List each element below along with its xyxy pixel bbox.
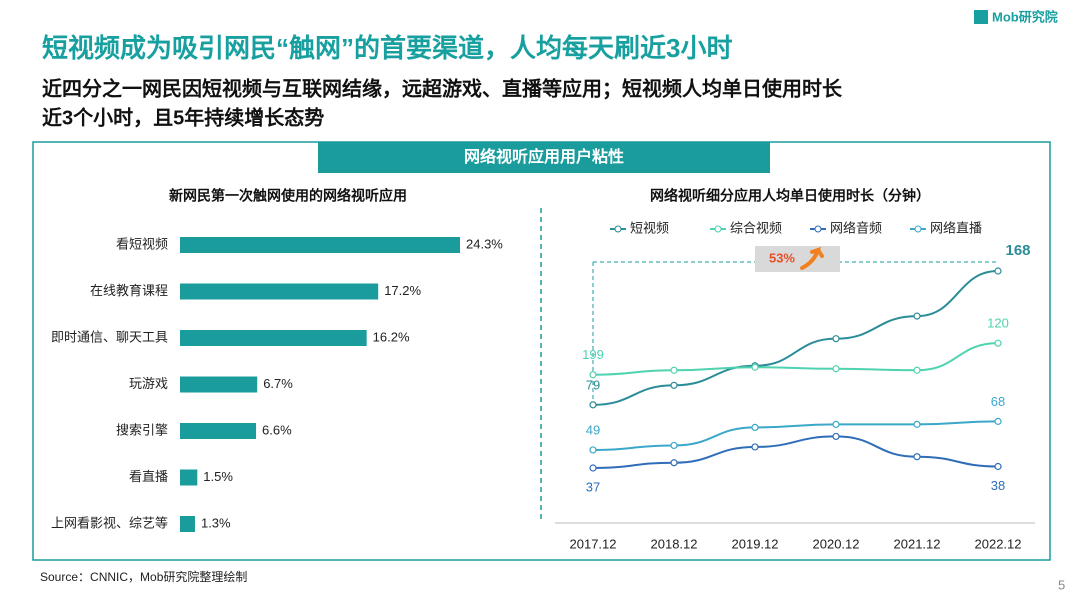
category-label: 看短视频	[116, 236, 168, 251]
value-label: 1.5%	[203, 469, 233, 484]
x-tick-label: 2021.12	[894, 536, 941, 551]
line	[592, 270, 999, 406]
point	[751, 443, 759, 451]
line	[592, 420, 999, 451]
point	[994, 267, 1002, 275]
point	[751, 423, 759, 431]
line	[592, 435, 999, 469]
x-tick-label: 2018.12	[651, 536, 698, 551]
category-label: 玩游戏	[129, 376, 168, 391]
point	[751, 363, 759, 371]
point	[589, 446, 597, 454]
category-label: 在线教育课程	[90, 283, 168, 298]
point	[670, 381, 678, 389]
bar	[180, 330, 367, 346]
panel-header	[318, 142, 770, 173]
value-label: 168	[1005, 242, 1030, 259]
point	[589, 464, 597, 472]
title: 短视频成为吸引网民“触网”的首要渠道，人均每天刷近3小时	[42, 33, 732, 63]
x-tick-label: 2022.12	[975, 536, 1022, 551]
subtitle: 近3个小时，且5年持续增长态势	[42, 105, 324, 129]
point	[589, 401, 597, 409]
annotation: 53%	[769, 250, 795, 265]
value-label: 79	[586, 377, 600, 392]
category-label: 上网看影视、综艺等	[51, 515, 168, 530]
legend-label: 综合视频	[730, 220, 782, 235]
value-label: 16.2%	[373, 329, 410, 344]
legend-marker	[914, 225, 922, 233]
point	[832, 335, 840, 343]
category-label: 搜索引擎	[116, 422, 168, 437]
value-label: 199	[582, 347, 604, 362]
point	[832, 432, 840, 441]
category-label: 看直播	[129, 469, 168, 484]
point	[832, 365, 840, 373]
value-label: 37	[586, 479, 600, 494]
legend-marker	[814, 225, 822, 233]
legend-label: 网络音频	[830, 220, 882, 235]
bar	[180, 283, 379, 300]
annotation-arrow	[800, 246, 824, 270]
chart-title: 网络视听细分应用人均单日使用时长（分钟）	[650, 188, 930, 204]
value-label: 120	[987, 316, 1009, 331]
x-tick-label: 2019.12	[732, 536, 779, 551]
point	[670, 459, 678, 467]
value-label: 49	[586, 422, 600, 437]
annotation-box	[755, 246, 840, 272]
value-label: 6.6%	[262, 422, 292, 437]
logo-icon	[974, 10, 988, 24]
value-label: 38	[991, 478, 1005, 493]
point	[589, 371, 597, 379]
chart-title: 新网民第一次触网使用的网络视听应用	[169, 188, 407, 204]
point	[994, 462, 1002, 471]
point	[670, 441, 678, 450]
x-tick-label: 2020.12	[813, 536, 860, 551]
logo: Mob研究院	[992, 9, 1058, 24]
value-label: 68	[991, 394, 1005, 409]
value-label: 1.3%	[201, 515, 231, 530]
legend-marker	[614, 225, 622, 233]
point	[994, 339, 1002, 347]
point	[670, 366, 678, 374]
line	[592, 342, 999, 376]
x-tick-label: 2017.12	[570, 536, 617, 551]
bar	[180, 237, 460, 253]
legend-label: 短视频	[630, 220, 669, 235]
point	[913, 420, 921, 428]
bar	[180, 516, 195, 532]
value-label: 6.7%	[263, 376, 293, 391]
subtitle: 近四分之一网民因短视频与互联网结缘，远超游戏、直播等应用；短视频人均单日使用时长	[42, 76, 843, 100]
value-label: 17.2%	[384, 283, 421, 298]
point	[994, 417, 1002, 425]
bar	[180, 469, 198, 486]
legend-label: 网络直播	[930, 220, 982, 235]
page-number: 5	[1058, 577, 1065, 592]
point	[913, 453, 921, 461]
point	[832, 420, 840, 428]
source: Source：CNNIC，Mob研究院整理绘制	[40, 569, 247, 584]
panel-title: 网络视听应用用户粘性	[464, 147, 624, 166]
bar	[180, 376, 258, 393]
point	[913, 312, 921, 320]
bar	[180, 423, 257, 439]
category-label: 即时通信、聊天工具	[51, 329, 168, 344]
value-label: 24.3%	[466, 236, 503, 251]
point	[913, 366, 921, 374]
legend-marker	[714, 225, 722, 233]
